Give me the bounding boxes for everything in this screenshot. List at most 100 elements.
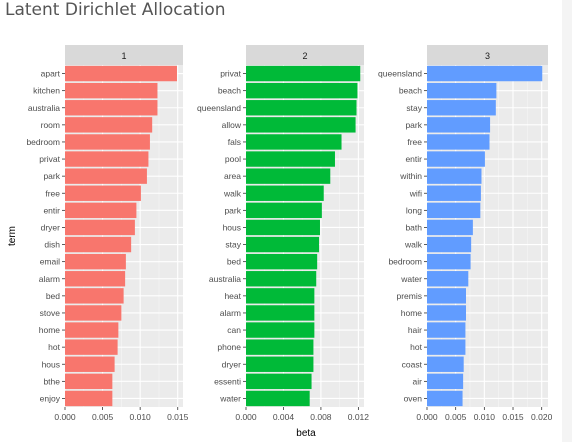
- y-tick-label: long: [406, 205, 422, 215]
- bar: [65, 339, 118, 355]
- panel-background: [427, 65, 548, 407]
- bar: [427, 117, 491, 133]
- y-tick-label: entir: [43, 205, 60, 215]
- bar: [246, 134, 342, 150]
- y-tick-label: hot: [410, 342, 422, 352]
- bar: [246, 168, 331, 184]
- bar: [65, 117, 153, 133]
- y-tick-label: area: [224, 171, 241, 181]
- bar: [246, 117, 356, 133]
- y-tick-label: dryer: [41, 222, 61, 232]
- bar: [427, 305, 466, 321]
- x-axis-title: beta: [296, 428, 316, 439]
- page-title: Latent Dirichlet Allocation: [5, 0, 226, 20]
- bar: [427, 390, 463, 407]
- bar: [427, 168, 482, 184]
- y-tick-label: entir: [405, 154, 422, 164]
- y-tick-label: bedroom: [26, 137, 60, 147]
- y-tick-label: enjoy: [40, 393, 61, 403]
- y-tick-label: pool: [225, 154, 241, 164]
- y-tick-label: coast: [402, 359, 423, 369]
- bar: [246, 271, 317, 287]
- y-tick-label: free: [407, 137, 422, 147]
- facet-label: 3: [485, 51, 490, 61]
- bar: [427, 356, 464, 372]
- vertical-scrollbar[interactable]: [562, 0, 572, 442]
- bar: [427, 151, 485, 167]
- bar: [427, 134, 490, 150]
- bar: [427, 322, 466, 338]
- bar: [65, 202, 137, 219]
- y-tick-label: privat: [220, 69, 241, 79]
- y-tick-label: alarm: [220, 308, 241, 318]
- bar: [65, 134, 150, 150]
- x-tick-label: 0.012: [348, 412, 370, 422]
- bar: [246, 65, 361, 82]
- x-tick-label: 0.000: [54, 412, 76, 422]
- y-tick-label: bath: [405, 222, 422, 232]
- y-tick-label: australia: [28, 103, 60, 113]
- y-tick-label: stove: [40, 308, 61, 318]
- y-tick-label: fals: [228, 137, 241, 147]
- y-tick-label: queensland: [197, 103, 241, 113]
- bar: [246, 151, 335, 167]
- facet-strip: [427, 45, 548, 65]
- y-tick-label: allow: [222, 120, 242, 130]
- facet-strip: [65, 45, 183, 65]
- bar: [65, 82, 158, 99]
- y-tick-label: essenti: [214, 376, 241, 386]
- bar: [427, 288, 466, 304]
- bar: [65, 356, 115, 372]
- bar: [65, 305, 122, 321]
- x-tick-label: 0.004: [273, 412, 295, 422]
- y-tick-label: bthe: [43, 376, 60, 386]
- y-tick-label: water: [400, 274, 422, 284]
- bar: [246, 82, 358, 99]
- y-tick-label: australia: [209, 274, 241, 284]
- bar: [65, 322, 119, 338]
- bar: [246, 305, 315, 321]
- bar: [427, 236, 472, 253]
- y-tick-label: queensland: [378, 69, 422, 79]
- y-tick-label: dish: [44, 240, 60, 250]
- bar: [65, 219, 135, 236]
- y-tick-label: kitchen: [33, 86, 60, 96]
- y-tick-label: free: [45, 188, 60, 198]
- bar: [246, 322, 315, 338]
- y-tick-label: walk: [223, 188, 242, 198]
- y-tick-label: phone: [217, 342, 241, 352]
- bar: [246, 253, 318, 270]
- bar: [427, 339, 466, 355]
- bar: [65, 100, 158, 116]
- y-tick-label: dryer: [222, 359, 242, 369]
- bar: [427, 271, 469, 287]
- bar: [65, 390, 113, 407]
- y-tick-label: water: [219, 393, 241, 403]
- bar: [65, 373, 113, 390]
- x-tick-label: 0.015: [502, 412, 524, 422]
- y-tick-label: hous: [42, 359, 60, 369]
- y-tick-label: within: [399, 171, 422, 181]
- facet-label: 2: [302, 51, 307, 61]
- x-tick-label: 0.000: [416, 412, 438, 422]
- x-tick-label: 0.015: [167, 412, 189, 422]
- bar: [246, 373, 312, 390]
- y-tick-label: beach: [218, 86, 241, 96]
- x-tick-label: 0.010: [474, 412, 496, 422]
- x-tick-label: 0.005: [445, 412, 467, 422]
- bar: [427, 100, 496, 116]
- x-tick-label: 0.020: [531, 412, 553, 422]
- y-tick-label: oven: [404, 393, 423, 403]
- y-tick-label: premis: [396, 291, 422, 301]
- y-tick-label: walk: [404, 240, 423, 250]
- bar: [246, 202, 322, 219]
- y-tick-label: alarm: [39, 274, 60, 284]
- y-tick-label: heat: [224, 291, 241, 301]
- x-tick-label: 0.008: [310, 412, 332, 422]
- bar: [246, 100, 357, 116]
- bar: [427, 65, 543, 82]
- y-tick-label: email: [40, 257, 60, 267]
- y-tick-label: bedroom: [388, 257, 422, 267]
- bar: [65, 185, 141, 201]
